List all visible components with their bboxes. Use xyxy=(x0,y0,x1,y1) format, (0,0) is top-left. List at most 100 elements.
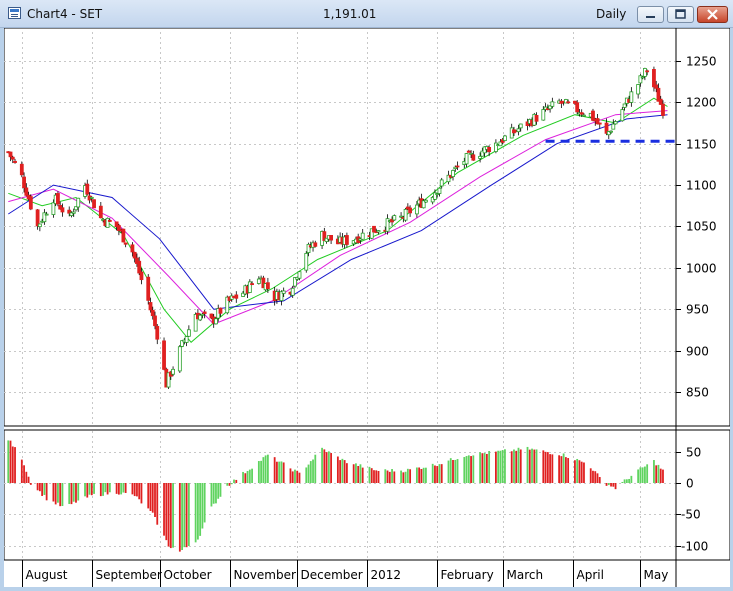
oscillator-bar xyxy=(564,457,567,483)
oscillator-bar xyxy=(321,447,323,483)
oscillator-bar xyxy=(628,478,631,483)
oscillator-bar xyxy=(248,469,251,483)
date-label: March xyxy=(507,568,544,582)
maximize-button[interactable] xyxy=(667,6,694,23)
date-label: February xyxy=(441,568,494,582)
down-candle xyxy=(107,219,112,222)
oscillator-bar xyxy=(447,460,450,483)
down-candle xyxy=(155,325,160,340)
up-candle xyxy=(439,179,444,187)
down-candle xyxy=(579,112,584,115)
oscillator-bar xyxy=(641,467,644,483)
up-candle xyxy=(385,218,390,232)
price-label: 1250 xyxy=(686,55,717,69)
down-candle xyxy=(139,271,144,281)
oscillator-bar xyxy=(36,483,39,491)
up-candle xyxy=(403,208,408,221)
oscillator-bar xyxy=(598,477,601,483)
close-button[interactable] xyxy=(697,6,728,23)
oscillator-bar xyxy=(594,471,597,483)
up-candle xyxy=(74,206,78,211)
oscillator-bar xyxy=(375,470,378,483)
down-candle xyxy=(130,244,135,253)
down-candle xyxy=(500,139,505,143)
oscillator-bar xyxy=(472,455,475,483)
up-candle xyxy=(478,155,483,159)
price-axis: 1250 1200 1150 1100 1050 1000 950 900 850 xyxy=(676,55,717,400)
date-label: November xyxy=(234,568,296,582)
oscillator-bar xyxy=(136,483,138,497)
oscillator-bar xyxy=(336,456,339,483)
oscillator-bar xyxy=(242,471,244,483)
oscillator-bar xyxy=(212,483,215,504)
oscillator-bar xyxy=(154,483,156,517)
oscillator-bar xyxy=(546,452,549,483)
up-candle xyxy=(643,68,647,77)
up-candle xyxy=(200,313,205,316)
oscillator-bar xyxy=(515,450,518,483)
oscillator-bar xyxy=(567,458,570,483)
oscillator-bar xyxy=(289,468,292,483)
oscillator-bar xyxy=(273,457,276,483)
oscillator-bar xyxy=(519,449,522,483)
oscillator-bar xyxy=(244,473,247,483)
oscillator-bar xyxy=(653,460,655,483)
oscillator-bar xyxy=(122,483,125,493)
oscillator-bar xyxy=(513,449,515,483)
oscillator-bar xyxy=(93,483,95,494)
oscillator-bar xyxy=(305,467,308,483)
last-value-readout: 1,191.01 xyxy=(323,7,377,21)
oscillator-bar xyxy=(199,483,202,536)
up-candle xyxy=(186,329,191,337)
down-candle xyxy=(218,307,223,314)
down-candle xyxy=(10,156,15,160)
oscillator-bar xyxy=(592,470,594,483)
oscillator-bar xyxy=(504,449,506,483)
minimize-button[interactable] xyxy=(637,6,664,23)
down-candle xyxy=(595,118,600,125)
oscillator-bar xyxy=(510,451,513,483)
oscillator-bar xyxy=(41,483,44,496)
oscillator-bar xyxy=(589,468,592,483)
down-candle xyxy=(150,309,155,317)
price-label: 1100 xyxy=(686,179,717,193)
up-candle xyxy=(171,368,175,375)
oscillator-bar xyxy=(88,483,91,495)
oscillator-bar xyxy=(644,466,646,483)
down-candle xyxy=(13,160,17,163)
down-candle xyxy=(22,176,26,189)
up-candle xyxy=(198,314,203,321)
oscillator-bar xyxy=(178,483,181,552)
oscillator-bar xyxy=(325,452,328,483)
oscillator-bar xyxy=(43,483,46,495)
up-candle xyxy=(582,114,586,117)
up-candle xyxy=(76,197,81,208)
oscillator-bar xyxy=(266,454,269,483)
oscillator-bar xyxy=(485,453,488,483)
down-candle xyxy=(652,69,656,88)
oscillator-bar xyxy=(409,469,412,483)
oscillator-bar xyxy=(72,483,75,502)
down-candle xyxy=(575,102,580,113)
down-candle xyxy=(345,235,349,245)
oscillator-bar xyxy=(330,453,332,483)
up-candle xyxy=(629,91,634,103)
oscillator-bar xyxy=(528,449,531,483)
oscillator-bar xyxy=(339,460,342,483)
chart-svg[interactable]: 1250 1200 1150 1100 1050 1000 950 900 850 50 0 -50… xyxy=(3,27,731,587)
up-candle xyxy=(446,174,451,183)
oscillator-bar xyxy=(307,464,310,483)
down-candle xyxy=(597,122,602,125)
up-candle xyxy=(37,223,42,228)
oscillator-bar xyxy=(11,446,14,483)
date-label: December xyxy=(301,568,363,582)
oscillator-bar xyxy=(149,483,152,512)
down-candle xyxy=(250,283,254,285)
down-candle xyxy=(471,154,476,161)
oscillator-bar xyxy=(583,462,585,483)
oscillator-bar xyxy=(262,457,265,483)
periodicity-label[interactable]: Daily xyxy=(596,7,627,21)
down-candle xyxy=(313,242,318,247)
oscillator-bar xyxy=(219,483,222,497)
oscillator-bar xyxy=(282,462,285,483)
